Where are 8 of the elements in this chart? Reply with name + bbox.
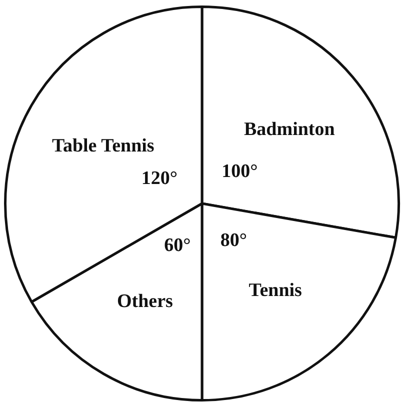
data-label: 80° [220,230,247,252]
slice-label: Table Tennis [52,135,154,156]
data-label: 100° [222,160,258,182]
data-label: 60° [164,235,191,256]
slice-label: Badminton [244,119,336,140]
data-label: 120° [141,168,178,189]
slice-label: Tennis [248,280,302,301]
slice-label: Others [116,291,173,312]
